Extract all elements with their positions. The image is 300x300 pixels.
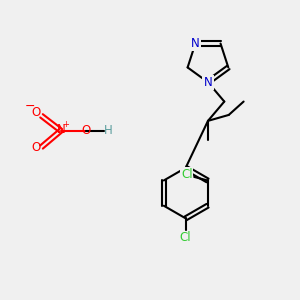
Text: −: − (24, 100, 35, 113)
Text: N: N (191, 37, 200, 50)
Text: H: H (103, 124, 112, 137)
Text: Cl: Cl (181, 168, 193, 181)
Text: +: + (62, 120, 69, 129)
Text: O: O (32, 141, 41, 154)
Text: O: O (82, 124, 91, 137)
Text: Cl: Cl (180, 231, 191, 244)
Text: O: O (32, 106, 41, 119)
Text: N: N (56, 123, 65, 136)
Text: N: N (204, 76, 212, 89)
